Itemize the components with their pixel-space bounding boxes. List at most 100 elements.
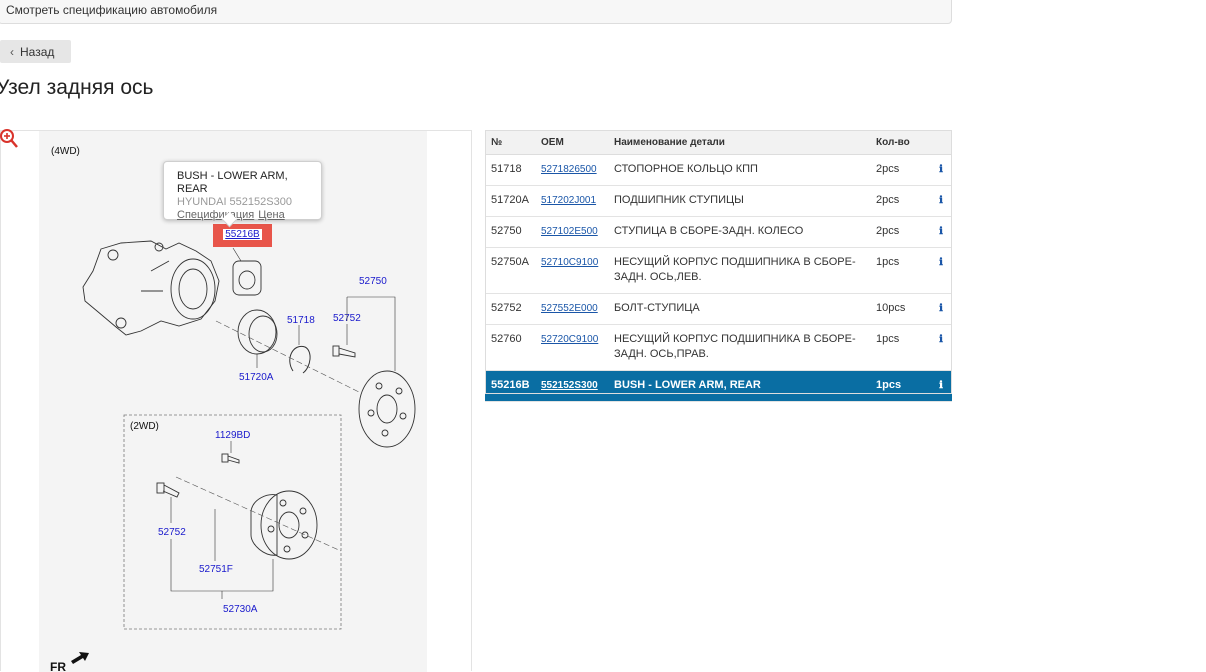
selected-part-callout[interactable]: 55216B <box>213 224 272 247</box>
part-tooltip: BUSH - LOWER ARM, REAR HYUNDAI 552152S30… <box>163 161 322 221</box>
table-header-row: № OEM Наименование детали Кол-во <box>485 130 952 155</box>
part-number-cell: 52752 <box>485 293 535 325</box>
header-oem: OEM <box>535 130 608 155</box>
part-name: BUSH - LOWER ARM, REAR <box>614 379 761 391</box>
tooltip-part-code: HYUNDAI 552152S300 <box>177 196 292 208</box>
front-arrow-icon <box>71 652 89 664</box>
part-number-cell: 51718 <box>485 154 535 186</box>
oem-link-cell: 527102E500 <box>535 216 608 248</box>
part-name-cell: НЕСУЩИЙ КОРПУС ПОДШИПНИКА В СБОРЕ-ЗАДН. … <box>608 247 870 294</box>
tooltip-spec-link[interactable]: Спецификация <box>177 209 255 221</box>
oem-link[interactable]: 52720C9100 <box>541 334 599 345</box>
2wd-hub-drawing <box>250 490 318 560</box>
quantity-cell: 10pcs <box>870 293 930 325</box>
part-name: СТОПОРНОЕ КОЛЬЦО КПП <box>614 163 758 175</box>
quantity: 2pcs <box>876 194 900 206</box>
table-row[interactable]: 52750A 52710C9100 НЕСУЩИЙ КОРПУС ПОДШИПНИК… <box>485 247 952 294</box>
info-icon[interactable]: ℹ <box>930 216 952 248</box>
exploded-parts-diagram: (4WD) 51720A 51718 <box>50 146 416 672</box>
oem-link[interactable]: 527552E000 <box>541 303 598 314</box>
table-row[interactable]: 51718 5271826500 СТОПОРНОЕ КОЛЬЦО КПП 2pcs ℹ <box>485 154 952 186</box>
header-qty: Кол-во <box>870 130 930 155</box>
oem-link[interactable]: 517202J001 <box>541 195 597 206</box>
table-row[interactable]: 52760 52720C9100 НЕСУЩИЙ КОРПУС ПОДШИПНИКА… <box>485 324 952 371</box>
page-title: Узел задняя ось <box>0 76 154 99</box>
part-number: 55216B <box>491 379 530 391</box>
quantity-cell: 1pcs <box>870 370 930 402</box>
info-icon[interactable]: ℹ <box>930 185 952 217</box>
knuckle-drawing <box>82 240 220 336</box>
oem-link-cell: 552152S300 <box>535 370 608 402</box>
oem-link[interactable]: 52710C9100 <box>541 257 599 268</box>
parts-table: № OEM Наименование детали Кол-во 51718 52… <box>485 130 952 402</box>
part-number: 52750A <box>491 256 529 268</box>
zoom-in-icon[interactable] <box>0 128 19 150</box>
part-number-cell: 52750A <box>485 247 535 294</box>
label-51718: 51718 <box>287 315 315 326</box>
oem-link-cell: 527552E000 <box>535 293 608 325</box>
small-bolt-drawing <box>221 453 240 464</box>
part-name-cell: БОЛТ-СТУПИЦА <box>608 293 870 325</box>
part-number-cell: 52760 <box>485 324 535 371</box>
info-icon[interactable]: ℹ <box>930 370 952 402</box>
label-52752-bottom: 52752 <box>158 527 186 538</box>
label-4wd: (4WD) <box>51 146 80 157</box>
quantity-cell: 1pcs <box>870 247 930 294</box>
bearing-drawing <box>237 309 278 355</box>
part-number: 51718 <box>491 163 522 175</box>
oem-link-cell: 5271826500 <box>535 154 608 186</box>
callout-part-number[interactable]: 55216B <box>223 229 262 240</box>
part-number-cell: 52750 <box>485 216 535 248</box>
info-icon[interactable]: ℹ <box>930 247 952 294</box>
part-number: 52752 <box>491 302 522 314</box>
oem-link[interactable]: 527102E500 <box>541 226 598 237</box>
quantity: 1pcs <box>876 256 900 268</box>
tooltip-price-link[interactable]: Цена <box>258 209 285 221</box>
part-name-cell: НЕСУЩИЙ КОРПУС ПОДШИПНИКА В СБОРЕ-ЗАДН. … <box>608 324 870 371</box>
part-number: 52760 <box>491 333 522 345</box>
quantity-cell: 1pcs <box>870 324 930 371</box>
table-row[interactable]: 52750 527102E500 СТУПИЦА В СБОРЕ-ЗАДН. КОЛ… <box>485 216 952 248</box>
2wd-inset-box <box>123 414 342 630</box>
part-name-cell: СТОПОРНОЕ КОЛЬЦО КПП <box>608 154 870 186</box>
header-name: Наименование детали <box>608 130 870 155</box>
info-icon[interactable]: ℹ <box>930 154 952 186</box>
quantity: 1pcs <box>876 333 900 345</box>
part-name-cell: BUSH - LOWER ARM, REAR <box>608 370 870 402</box>
2wd-bolt-drawing <box>156 482 180 498</box>
part-name: БОЛТ-СТУПИЦА <box>614 302 700 314</box>
info-icon[interactable]: ℹ <box>930 293 952 325</box>
back-button-label: Назад <box>20 44 55 59</box>
part-name: НЕСУЩИЙ КОРПУС ПОДШИПНИКА В СБОРЕ-ЗАДН. … <box>614 333 856 360</box>
tooltip-part-name: BUSH - LOWER ARM, REAR <box>177 170 288 195</box>
label-1129bd: 1129BD <box>215 430 250 441</box>
label-2wd: (2WD) <box>130 421 159 432</box>
quantity: 2pcs <box>876 163 900 175</box>
oem-link-cell: 52710C9100 <box>535 247 608 294</box>
label-52730a: 52730A <box>223 604 258 615</box>
table-row[interactable]: 51720A 517202J001 ПОДШИПНИК СТУПИЦЫ 2pcs ℹ <box>485 185 952 217</box>
vehicle-spec-bar[interactable]: Смотреть спецификацию автомобиля <box>0 0 952 24</box>
table-row[interactable]: 52752 527552E000 БОЛТ-СТУПИЦА 10pcs ℹ <box>485 293 952 325</box>
part-number-cell: 51720A <box>485 185 535 217</box>
header-info <box>930 130 952 155</box>
part-name-cell: СТУПИЦА В СБОРЕ-ЗАДН. КОЛЕСО <box>608 216 870 248</box>
wheel-hub-drawing <box>358 370 416 448</box>
quantity: 10pcs <box>876 302 906 314</box>
part-number-cell: 55216B <box>485 370 535 402</box>
quantity: 2pcs <box>876 225 900 237</box>
part-number: 52750 <box>491 225 522 237</box>
info-icon[interactable]: ℹ <box>930 324 952 371</box>
oem-link[interactable]: 5271826500 <box>541 164 597 175</box>
back-button[interactable]: ‹ Назад <box>0 40 71 63</box>
part-name-cell: ПОДШИПНИК СТУПИЦЫ <box>608 185 870 217</box>
table-row[interactable]: 55216B 552152S300 BUSH - LOWER ARM, REAR 1p… <box>485 370 952 402</box>
part-name: ПОДШИПНИК СТУПИЦЫ <box>614 194 744 206</box>
oem-link[interactable]: 552152S300 <box>541 380 598 391</box>
label-52750: 52750 <box>359 276 387 287</box>
oem-link-cell: 517202J001 <box>535 185 608 217</box>
chevron-left-icon: ‹ <box>10 44 14 59</box>
vehicle-spec-link[interactable]: Смотреть спецификацию автомобиля <box>6 3 218 17</box>
quantity: 1pcs <box>876 379 902 391</box>
header-num: № <box>485 130 535 155</box>
